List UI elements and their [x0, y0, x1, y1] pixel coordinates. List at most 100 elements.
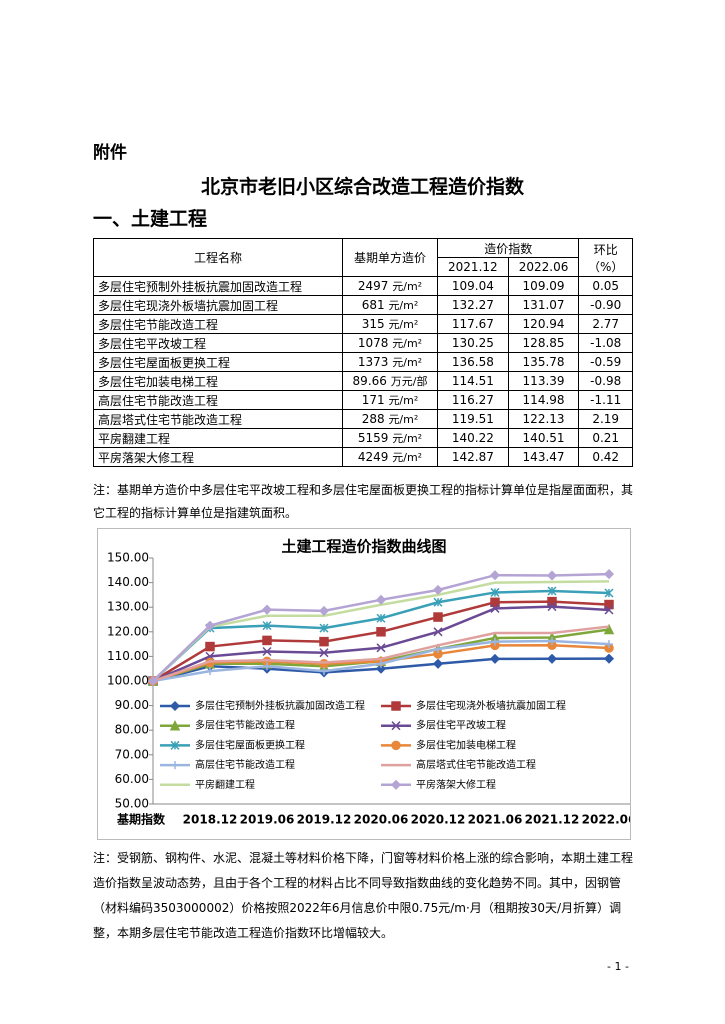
- cell-text: 元/m²: [388, 299, 419, 312]
- table-cell: 0.42: [578, 447, 633, 467]
- cell-text: 109.09: [522, 279, 565, 293]
- table-cell: 5159 元/m²: [342, 428, 438, 448]
- page-number: - 1 -: [607, 960, 629, 973]
- cell-text: 元/m²: [392, 337, 423, 350]
- marker: [376, 643, 386, 653]
- header-cell: 2021.12: [437, 257, 509, 277]
- y-tick-label: 130.00: [107, 600, 149, 614]
- marker: [490, 597, 500, 608]
- table-cell: 4249 元/m²: [342, 447, 438, 467]
- table-cell: 142.87: [437, 447, 509, 467]
- marker: [375, 663, 387, 674]
- marker: [603, 653, 615, 664]
- legend-label: 多层住宅现浇外板墙抗震加固工程: [416, 699, 566, 712]
- table-cell: 135.78: [507, 352, 580, 372]
- table-cell: -0.90: [578, 295, 633, 315]
- table-cell: 平房落架大修工程: [93, 447, 343, 467]
- cell-text: 元/m²: [392, 356, 423, 369]
- table-cell: 平房翻建工程: [93, 428, 343, 448]
- marker: [604, 588, 614, 598]
- marker: [489, 653, 501, 664]
- series-line: [152, 625, 610, 683]
- x-tick-label: 2021.12: [525, 813, 580, 827]
- table-cell: 多层住宅屋面板更换工程: [93, 352, 343, 372]
- marker: [263, 662, 271, 671]
- cell-text: -0.59: [590, 355, 622, 369]
- cell-text: 元/m²: [392, 451, 423, 464]
- cell-text: 143.47: [522, 450, 565, 464]
- y-tick-label: 100.00: [107, 674, 149, 688]
- legend-marker: [391, 740, 401, 751]
- cell-text: 128.85: [522, 336, 565, 350]
- x-tick-label: 2022.06: [582, 813, 631, 827]
- y-tick-label: 150.00: [107, 551, 149, 565]
- x-tick-label: 2019.06: [240, 813, 295, 827]
- table-cell: -1.11: [578, 390, 633, 410]
- legend-marker: [169, 700, 181, 712]
- cell-text: 315: [361, 317, 385, 331]
- marker: [375, 594, 387, 605]
- marker: [204, 620, 216, 631]
- table-cell: 0.05: [578, 276, 633, 296]
- cell-text: 136.58: [451, 355, 494, 369]
- cell-text: 1373: [357, 355, 389, 369]
- cell-text: 116.27: [451, 393, 494, 407]
- marker: [433, 612, 443, 622]
- table-cell: 140.51: [507, 428, 580, 448]
- header-cell: 环比 （%）: [578, 238, 633, 277]
- marker: [262, 635, 272, 646]
- cell-text: 140.22: [451, 431, 494, 445]
- cell-text: 2.77: [592, 317, 620, 331]
- cell-text: 140.51: [522, 431, 565, 445]
- marker: [319, 623, 329, 633]
- section: 一、土建工程: [93, 208, 208, 230]
- chart-title: 土建工程造价指数曲线图: [281, 538, 446, 556]
- marker: [318, 605, 330, 616]
- marker: [206, 667, 214, 676]
- table-cell: 多层住宅预制外挂板抗震加固改造工程: [93, 276, 343, 296]
- table-cell: 128.85: [507, 333, 580, 353]
- cell-text: 131.07: [522, 298, 565, 312]
- cell-text: 多层住宅现浇外板墙抗震加固工程: [98, 298, 279, 313]
- table: 工程名称 基期单方造价 造价指数 环比 （%） 2021.12 2022.06 多层…: [93, 238, 633, 467]
- header-text: （%）: [588, 259, 624, 274]
- legend-label: 平房翻建工程: [195, 778, 255, 791]
- legend-marker: [171, 761, 179, 770]
- cell-text: 130.25: [451, 336, 494, 350]
- cell-text: 135.78: [522, 355, 565, 369]
- table-cell: 多层住宅现浇外板墙抗震加固工程: [93, 295, 343, 315]
- marker: [433, 597, 443, 607]
- y-tick-label: 80.00: [115, 723, 149, 737]
- cell-text: -0.98: [590, 374, 622, 388]
- marker: [603, 623, 615, 635]
- table-cell: 89.66 万元/部: [342, 371, 438, 391]
- legend-label: 高层住宅节能改造工程: [195, 758, 295, 771]
- marker: [262, 646, 272, 657]
- cell-text: 多层住宅预制外挂板抗震加固改造工程: [98, 279, 303, 294]
- note: 注：受钢筋、钢构件、水泥、混凝土等材料价格下降，门窗等材料价格上涨的综合影响，本…: [93, 851, 634, 940]
- table-cell: 2.19: [578, 409, 633, 429]
- table-cell: 120.94: [507, 314, 580, 334]
- marker: [490, 587, 500, 597]
- cell-text: 109.04: [451, 279, 494, 293]
- header-cell: 基期单方造价: [342, 238, 438, 277]
- header-cell: 工程名称: [93, 238, 343, 277]
- table-cell: 315 元/m²: [342, 314, 438, 334]
- legend-marker: [391, 721, 401, 731]
- table-cell: 130.25: [437, 333, 509, 353]
- marker: [262, 621, 272, 631]
- legend-label: 多层住宅加装电梯工程: [416, 738, 516, 751]
- table-cell: -0.59: [578, 352, 633, 372]
- cell-text: 多层住宅加装电梯工程: [98, 374, 219, 389]
- legend-marker: [170, 740, 180, 750]
- cell-text: -1.11: [590, 393, 622, 407]
- cell-text: 元/m²: [392, 432, 423, 445]
- marker: [548, 636, 556, 645]
- table-cell: 140.22: [437, 428, 509, 448]
- x-tick-label: 2020.06: [354, 813, 409, 827]
- cell-text: 119.51: [451, 412, 494, 426]
- table-cell: 143.47: [507, 447, 580, 467]
- table-cell: 114.98: [507, 390, 580, 410]
- table-cell: 109.04: [437, 276, 509, 296]
- x-tick-label: 2020.12: [411, 813, 466, 827]
